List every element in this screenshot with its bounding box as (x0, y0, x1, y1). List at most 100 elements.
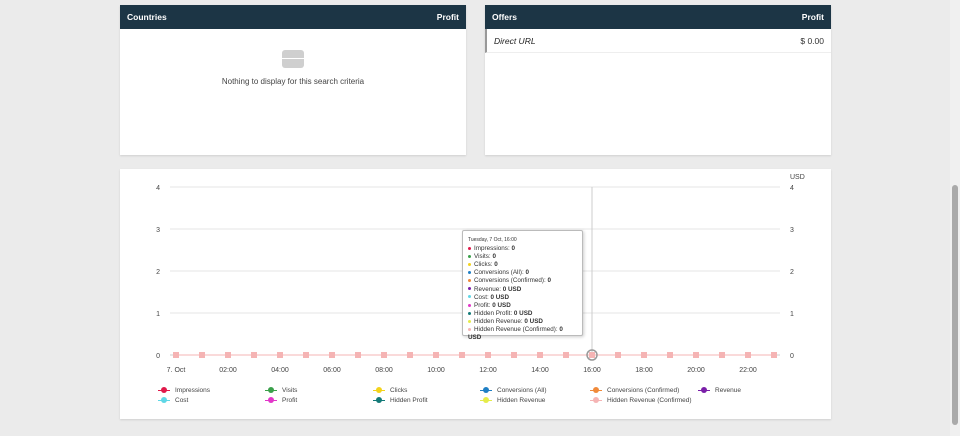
data-point[interactable] (251, 352, 257, 358)
tooltip-label: Hidden Revenue (Confirmed): (474, 326, 558, 334)
offer-profit: $ 0.00 (800, 35, 824, 46)
legend-item[interactable]: Hidden Profit (373, 397, 428, 404)
data-point[interactable] (329, 352, 335, 358)
legend-label: Profit (282, 397, 298, 404)
data-point[interactable] (407, 352, 413, 358)
offer-name[interactable]: Direct URL (494, 35, 536, 46)
series-dot-icon (468, 295, 471, 299)
data-point[interactable] (589, 352, 595, 358)
data-point[interactable] (511, 352, 517, 358)
data-point[interactable] (537, 352, 543, 358)
legend-item[interactable]: Impressions (158, 387, 210, 394)
series-dot-icon (468, 287, 471, 291)
x-tick-label: 14:00 (531, 367, 549, 374)
x-tick-label: 7. Oct (167, 367, 186, 374)
offers-title: Offers (492, 12, 518, 22)
countries-header: Countries Profit (120, 5, 466, 29)
tooltip-value: 0 (525, 269, 529, 277)
tooltip-label: Hidden Revenue: (474, 317, 523, 325)
tooltip-label: Hidden Profit: (474, 309, 513, 317)
offers-header: Offers Profit (485, 5, 831, 29)
data-point[interactable] (563, 352, 569, 358)
legend-marker-icon (265, 397, 277, 403)
legend-item[interactable]: Visits (265, 387, 297, 394)
tooltip-value: 0 USD (502, 285, 522, 293)
y2-tick-label: 1 (790, 311, 794, 318)
x-tick-label: 04:00 (271, 367, 289, 374)
x-tick-label: 20:00 (687, 367, 705, 374)
series-dot-icon (468, 319, 471, 323)
legend-label: Clicks (390, 387, 408, 394)
tooltip-title: Tuesday, 7 Oct, 16:00 (468, 237, 517, 243)
legend-item[interactable]: Profit (265, 397, 297, 404)
legend-label: Impressions (175, 387, 211, 394)
legend-item[interactable]: Cost (158, 397, 188, 404)
tooltip-label: Conversions (All): (474, 269, 524, 277)
data-point[interactable] (615, 352, 621, 358)
series-dot-icon (468, 271, 471, 275)
y-tick-label: 4 (156, 185, 160, 192)
tooltip-line: Impressions: 0 (468, 245, 577, 253)
tooltip-value: 0 USD (468, 326, 563, 342)
legend-item[interactable]: Hidden Revenue (Confirmed) (590, 397, 692, 404)
offers-profit-column[interactable]: Profit (801, 12, 824, 22)
tooltip-label: Impressions: (474, 245, 510, 253)
tooltip-value: 0 USD (524, 317, 543, 325)
legend-item[interactable]: Hidden Revenue (480, 397, 545, 404)
data-point[interactable] (641, 352, 647, 358)
data-point[interactable] (225, 352, 231, 358)
data-point[interactable] (277, 352, 283, 358)
scrollbar[interactable] (950, 0, 960, 436)
data-point[interactable] (745, 352, 751, 358)
data-point[interactable] (433, 352, 439, 358)
data-point[interactable] (485, 352, 491, 358)
y2-tick-label: 4 (790, 185, 794, 192)
tooltip-value: 0 (511, 245, 515, 253)
series-dot-icon (468, 246, 471, 250)
y2-tick-label: 3 (790, 227, 794, 234)
legend-marker-icon (590, 397, 602, 403)
x-tick-label: 10:00 (427, 367, 445, 374)
data-point[interactable] (771, 352, 777, 358)
y-tick-label: 1 (156, 311, 160, 318)
legend-marker-icon (698, 387, 710, 393)
table-row[interactable]: Direct URL $ 0.00 (485, 29, 831, 53)
tooltip-value: 0 (547, 277, 552, 285)
data-point[interactable] (667, 352, 673, 358)
scrollbar-thumb[interactable] (952, 185, 958, 425)
series-dot-icon (468, 263, 471, 267)
x-tick-label: 02:00 (219, 367, 237, 374)
y-tick-label: 2 (156, 269, 160, 276)
data-point[interactable] (381, 352, 387, 358)
tooltip-label: Clicks: (474, 261, 493, 269)
tooltip-label: Visits: (474, 253, 491, 261)
legend-label: Hidden Revenue (Confirmed) (607, 397, 692, 404)
legend-label: Visits (282, 387, 298, 394)
tooltip-line: Conversions (All): 0 (468, 269, 577, 277)
data-point[interactable] (693, 352, 699, 358)
legend-item[interactable]: Clicks (373, 387, 407, 394)
countries-title: Countries (127, 12, 167, 22)
countries-profit-column[interactable]: Profit (436, 12, 459, 22)
data-point[interactable] (199, 352, 205, 358)
tooltip-label: Conversions (Confirmed): (474, 277, 546, 285)
data-point[interactable] (719, 352, 725, 358)
y-tick-label: 0 (156, 353, 160, 360)
x-tick-label: 22:00 (739, 367, 757, 374)
legend-item[interactable]: Revenue (698, 387, 741, 394)
legend-label: Conversions (Confirmed) (607, 387, 680, 394)
legend-label: Revenue (715, 387, 742, 394)
legend-item[interactable]: Conversions (All) (480, 387, 547, 394)
x-tick-label: 16:00 (583, 367, 601, 374)
data-point[interactable] (173, 352, 179, 358)
data-point[interactable] (459, 352, 465, 358)
tooltip-line: Hidden Revenue (Confirmed): 0 USD (468, 326, 577, 342)
legend-label: Hidden Profit (390, 397, 428, 404)
data-point[interactable] (355, 352, 361, 358)
legend-item[interactable]: Conversions (Confirmed) (590, 387, 679, 394)
tooltip-line: Hidden Revenue: 0 USD (468, 318, 577, 326)
data-point[interactable] (303, 352, 309, 358)
empty-state: Nothing to display for this search crite… (120, 50, 466, 86)
y2-tick-label: 2 (790, 269, 794, 276)
empty-drive-icon (282, 50, 304, 68)
